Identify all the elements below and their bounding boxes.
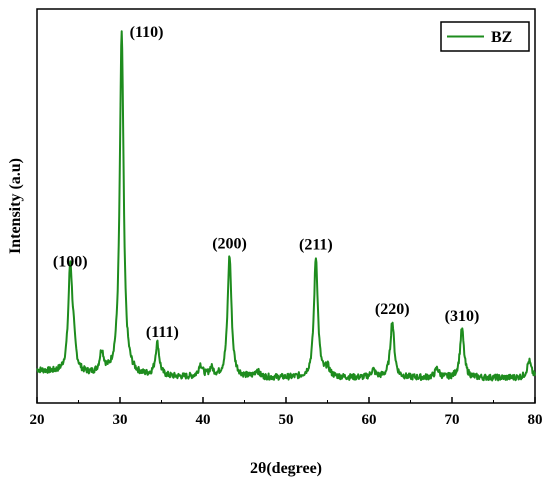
peak-label: (110) bbox=[130, 24, 164, 41]
peak-label: (211) bbox=[299, 237, 333, 254]
legend-label-bz: BZ bbox=[491, 29, 512, 46]
peak-labels: (100) (110) (111) (200) (211) (220) (310) bbox=[53, 24, 479, 341]
peak-label: (220) bbox=[375, 301, 410, 318]
peak-label: (310) bbox=[445, 308, 480, 325]
x-axis-ticks: 20 30 40 50 60 70 80 bbox=[30, 397, 543, 428]
x-tick-label: 30 bbox=[113, 412, 128, 428]
x-tick-label: 50 bbox=[279, 412, 294, 428]
peak-label: (111) bbox=[146, 324, 179, 341]
legend: BZ bbox=[440, 21, 530, 52]
x-axis-title: 2θ(degree) bbox=[250, 460, 322, 477]
x-tick-label: 60 bbox=[362, 412, 377, 428]
x-tick-label: 20 bbox=[30, 412, 45, 428]
x-tick-label: 80 bbox=[528, 412, 543, 428]
x-tick-label: 70 bbox=[445, 412, 460, 428]
peak-label: (100) bbox=[53, 254, 88, 271]
peak-label: (200) bbox=[212, 236, 247, 253]
y-axis-title: Intensity (a.u) bbox=[7, 158, 24, 254]
series-line-bz bbox=[36, 30, 536, 382]
x-tick-label: 40 bbox=[196, 412, 211, 428]
